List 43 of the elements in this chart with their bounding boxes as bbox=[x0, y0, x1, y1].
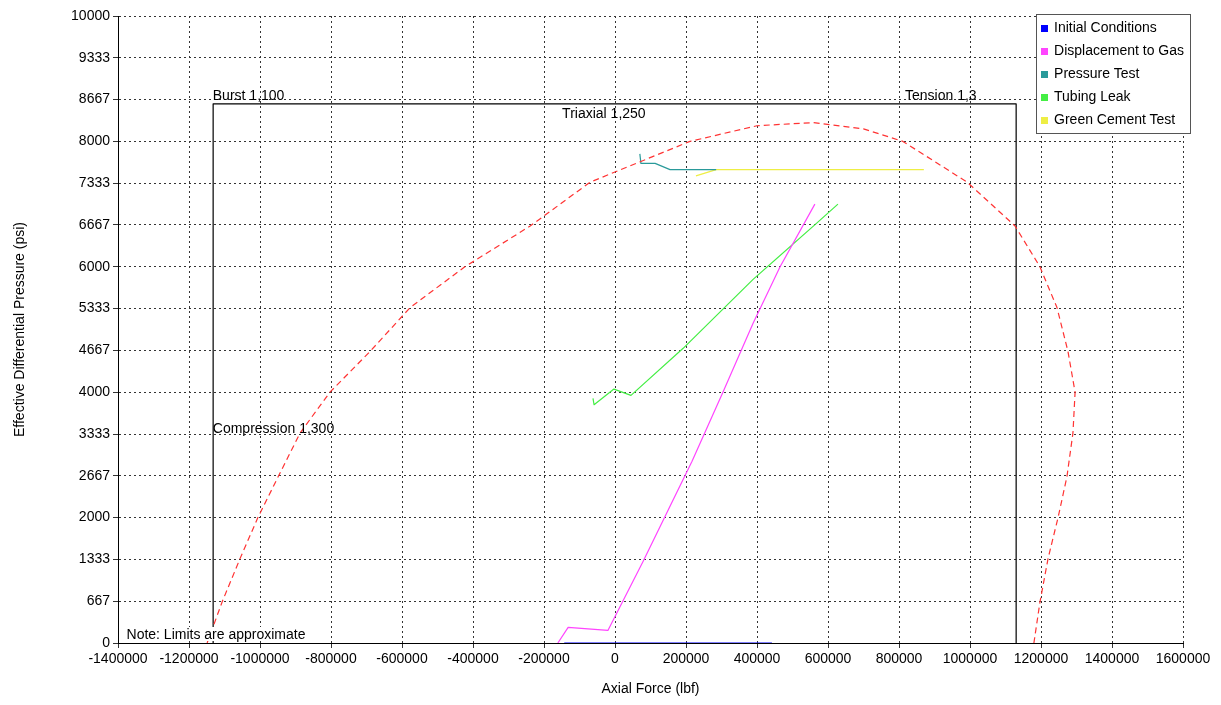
legend-label: Tubing Leak bbox=[1054, 88, 1131, 104]
legend-label: Displacement to Gas bbox=[1054, 42, 1184, 58]
annotation: Tension 1,3 bbox=[905, 86, 977, 103]
x-tick-label: -400000 bbox=[447, 650, 499, 667]
annotation: Burst 1,100 bbox=[212, 86, 285, 103]
legend-label: Initial Conditions bbox=[1054, 19, 1157, 35]
y-tick-label: 8000 bbox=[78, 132, 111, 149]
x-tick-label: 0 bbox=[611, 650, 620, 667]
y-tick-label: 667 bbox=[86, 592, 111, 609]
y-tick-label: 5333 bbox=[78, 299, 111, 316]
legend-label: Pressure Test bbox=[1054, 65, 1140, 81]
x-tick-label: 600000 bbox=[804, 650, 852, 667]
x-tick-label: -1400000 bbox=[88, 650, 148, 667]
x-tick-label: 1600000 bbox=[1155, 650, 1211, 667]
y-tick-label: 4000 bbox=[78, 383, 111, 400]
y-tick-label: 4667 bbox=[78, 341, 111, 358]
x-tick-label: 400000 bbox=[733, 650, 781, 667]
y-tick-label: 3333 bbox=[78, 424, 111, 441]
y-tick-label: 2000 bbox=[78, 508, 111, 525]
x-tick-label: 1400000 bbox=[1084, 650, 1140, 667]
y-tick-label: 2667 bbox=[78, 466, 111, 483]
y-tick-label: 6667 bbox=[78, 215, 111, 232]
y-tick-label: 9333 bbox=[78, 48, 111, 65]
y-tick-label: 8667 bbox=[78, 90, 111, 107]
y-tick-label: 7333 bbox=[78, 174, 111, 191]
y-tick-label: 1333 bbox=[78, 550, 111, 567]
y-tick-label: 10000 bbox=[71, 6, 111, 23]
x-tick-label: -600000 bbox=[376, 650, 428, 667]
x-tick-label: -1200000 bbox=[159, 650, 219, 667]
annotation: Triaxial 1,250 bbox=[562, 105, 646, 122]
x-tick-label: 1200000 bbox=[1013, 650, 1069, 667]
legend-label: Green Cement Test bbox=[1054, 111, 1176, 127]
x-tick-label: -1000000 bbox=[230, 650, 290, 667]
x-tick-label: -800000 bbox=[305, 650, 357, 667]
x-tick-label: 200000 bbox=[662, 650, 710, 667]
x-tick-label: -200000 bbox=[518, 650, 570, 667]
x-tick-label: 800000 bbox=[875, 650, 923, 667]
y-tick-label: 6000 bbox=[78, 257, 111, 274]
y-axis-title: Effective Differential Pressure (psi) bbox=[11, 221, 28, 438]
annotation: Note: Limits are approximate bbox=[126, 625, 306, 642]
y-tick-label: 0 bbox=[102, 633, 111, 650]
x-axis-title: Axial Force (lbf) bbox=[601, 680, 700, 697]
x-tick-label: 1000000 bbox=[942, 650, 998, 667]
